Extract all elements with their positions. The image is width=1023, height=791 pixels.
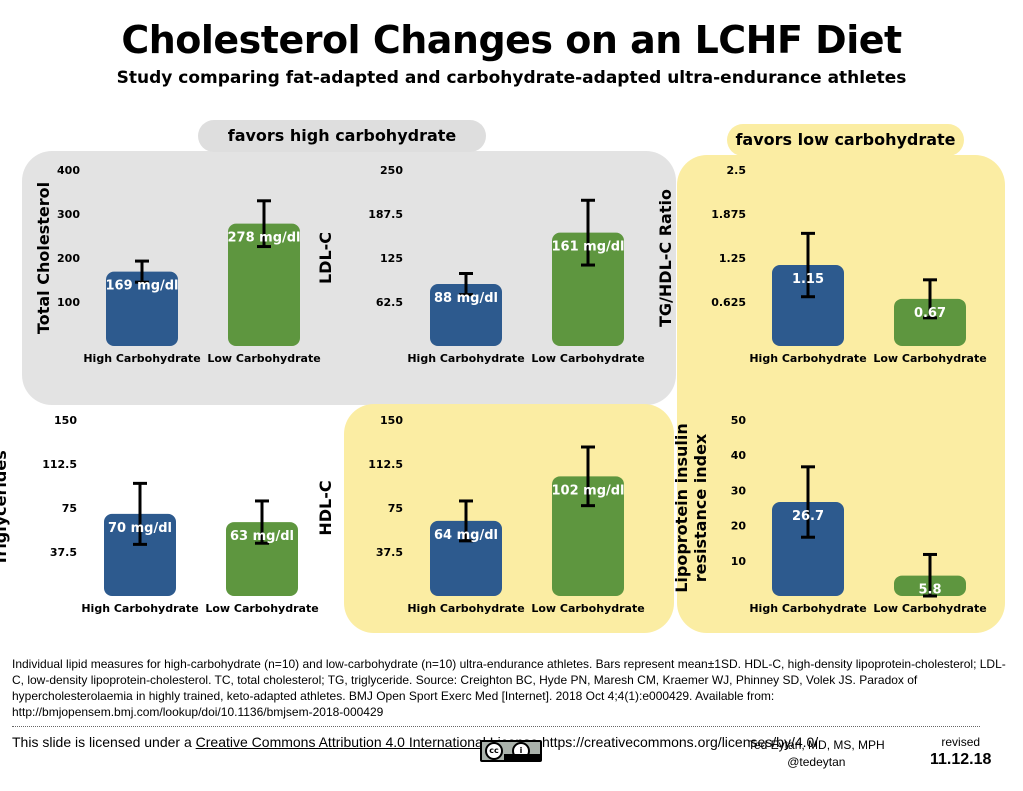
x-category-label: High Carbohydrate	[407, 352, 524, 365]
license-url[interactable]: https://creativecommons.org/licenses/by/…	[541, 734, 819, 750]
x-category-label: Low Carbohydrate	[205, 602, 318, 615]
bar-value-label: 63 mg/dl	[230, 529, 294, 544]
y-tick-label: 200	[57, 252, 80, 265]
y-tick-label: 20	[731, 520, 747, 533]
cc-badge-bar	[504, 754, 540, 760]
y-tick-label: 50	[731, 414, 747, 427]
author-name: Ted Eytan, MD, MS, MPH	[748, 738, 885, 752]
y-tick-label: 150	[54, 414, 77, 427]
x-category-label: High Carbohydrate	[407, 602, 524, 615]
y-tick-label: 62.5	[376, 296, 403, 309]
cc-by-badge[interactable]: cc i	[480, 740, 542, 762]
x-category-label: High Carbohydrate	[749, 352, 866, 365]
y-tick-label: 112.5	[368, 458, 403, 471]
bar	[228, 223, 300, 346]
bar	[106, 271, 178, 346]
bar-value-label: 26.7	[792, 509, 824, 524]
bar	[226, 522, 298, 596]
y-axis-title: TG/HDL-C Ratio	[656, 189, 675, 327]
y-axis-title: HDL-C	[316, 480, 335, 535]
bar-value-label: 5.8	[918, 583, 941, 598]
cc-icon: cc	[485, 742, 503, 760]
y-axis-title: resistance index	[691, 433, 710, 582]
y-tick-label: 40	[731, 449, 747, 462]
bar-value-label: 102 mg/dl	[551, 483, 624, 498]
bar-value-label: 88 mg/dl	[434, 291, 498, 306]
bar	[552, 476, 624, 596]
author-handle: @tedeytan	[787, 755, 846, 769]
x-category-label: Low Carbohydrate	[207, 352, 320, 365]
footnote: Individual lipid measures for high-carbo…	[12, 657, 1006, 719]
y-tick-label: 10	[731, 555, 747, 568]
x-category-label: High Carbohydrate	[83, 352, 200, 365]
bar	[430, 284, 502, 346]
y-tick-label: 30	[731, 484, 747, 497]
y-tick-label: 150	[380, 414, 403, 427]
license-text: This slide is licensed under a Creative …	[12, 733, 818, 751]
favors-low-label: favors low carbohydrate	[727, 124, 964, 156]
divider	[12, 726, 980, 727]
y-axis-title: Triglycerides	[0, 450, 10, 565]
y-tick-label: 187.5	[368, 208, 403, 221]
charts-area: 100 200 300 400 Total Cholesterol 169 mg/dl Hi…	[0, 164, 987, 615]
y-tick-label: 2.5	[727, 164, 747, 177]
x-category-label: High Carbohydrate	[81, 602, 198, 615]
y-tick-label: 1.25	[719, 252, 746, 265]
y-tick-label: 400	[57, 164, 80, 177]
y-axis-title: Total Cholesterol	[34, 182, 53, 334]
x-category-label: Low Carbohydrate	[873, 352, 986, 365]
page-title: Cholesterol Changes on an LCHF Diet	[121, 18, 902, 62]
y-tick-label: 112.5	[42, 458, 77, 471]
y-tick-label: 75	[388, 502, 403, 515]
bar	[772, 265, 844, 346]
bar	[894, 298, 966, 346]
bar	[552, 232, 624, 346]
bar-value-label: 70 mg/dl	[108, 521, 172, 536]
page-subtitle: Study comparing fat-adapted and carbohyd…	[116, 68, 907, 88]
y-axis-title: LDL-C	[316, 232, 335, 284]
y-tick-label: 1.875	[711, 208, 746, 221]
x-category-label: Low Carbohydrate	[531, 352, 644, 365]
revised-label: revised	[941, 735, 981, 749]
bar	[104, 513, 176, 596]
y-tick-label: 37.5	[50, 546, 77, 559]
bar-value-label: 0.67	[914, 306, 946, 321]
x-category-label: Low Carbohydrate	[873, 602, 986, 615]
y-tick-label: 37.5	[376, 546, 403, 559]
bar-value-label: 1.15	[792, 272, 824, 287]
y-tick-label: 75	[62, 502, 77, 515]
y-tick-label: 100	[57, 296, 80, 309]
license-link[interactable]: Creative Commons Attribution 4.0 Interna…	[195, 734, 539, 750]
bar-value-label: 161 mg/dl	[551, 240, 624, 255]
x-category-label: High Carbohydrate	[749, 602, 866, 615]
revised-block: revised 11.12.18	[930, 733, 991, 769]
author-block: Ted Eytan, MD, MS, MPH @tedeytan	[748, 737, 885, 771]
bar-value-label: 169 mg/dl	[105, 279, 178, 294]
x-category-label: Low Carbohydrate	[531, 602, 644, 615]
bar-value-label: 64 mg/dl	[434, 528, 498, 543]
bar	[430, 520, 502, 596]
y-tick-label: 0.625	[711, 296, 746, 309]
y-tick-label: 300	[57, 208, 80, 221]
y-tick-label: 250	[380, 164, 403, 177]
y-axis-title: Lipoprotein insulin	[672, 423, 691, 593]
y-tick-label: 125	[380, 252, 403, 265]
license-prefix: This slide is licensed under a	[12, 734, 196, 750]
bar	[772, 502, 844, 596]
revised-date: 11.12.18	[930, 751, 992, 768]
favors-high-label: favors high carbohydrate	[198, 120, 486, 152]
bar-value-label: 278 mg/dl	[227, 231, 300, 246]
